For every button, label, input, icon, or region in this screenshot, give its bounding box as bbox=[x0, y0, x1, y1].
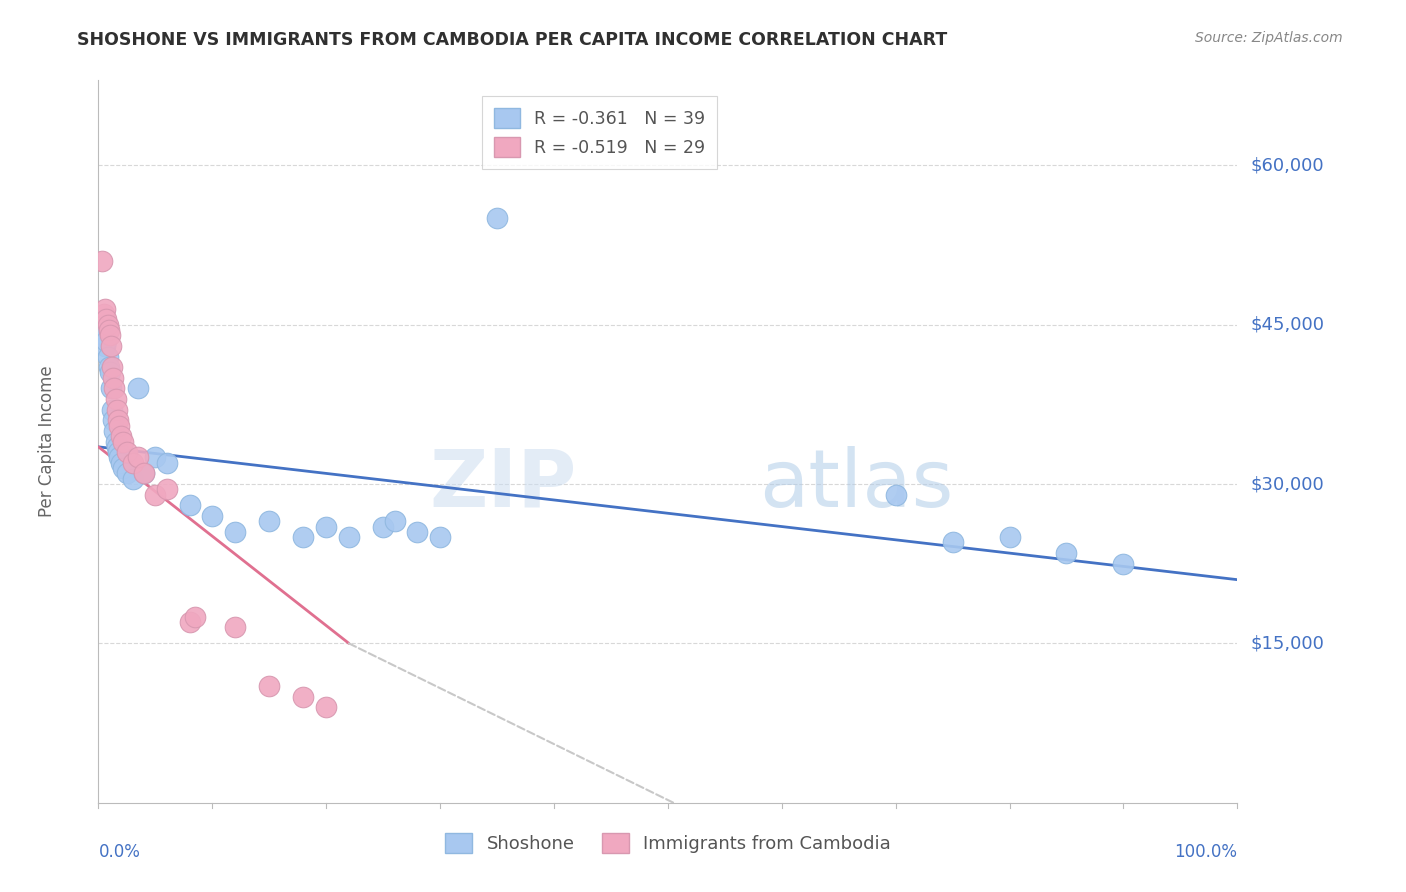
Point bbox=[104, 434, 127, 449]
Point bbox=[108, 418, 131, 433]
Point bbox=[486, 211, 509, 226]
Point bbox=[112, 461, 135, 475]
Point bbox=[93, 307, 115, 321]
Point bbox=[96, 312, 118, 326]
Point bbox=[259, 514, 281, 528]
Point bbox=[1054, 546, 1078, 560]
Point bbox=[884, 488, 907, 502]
Point bbox=[127, 450, 149, 465]
Point bbox=[121, 456, 143, 470]
Point bbox=[115, 467, 138, 481]
Point bbox=[97, 360, 120, 375]
Point bbox=[112, 434, 135, 449]
Point bbox=[98, 366, 121, 380]
Point bbox=[97, 323, 120, 337]
Point bbox=[101, 402, 124, 417]
Point bbox=[371, 519, 394, 533]
Legend: Shoshone, Immigrants from Cambodia: Shoshone, Immigrants from Cambodia bbox=[436, 823, 900, 863]
Point bbox=[127, 381, 149, 395]
Point bbox=[100, 339, 122, 353]
Point bbox=[105, 440, 128, 454]
Text: Per Capita Income: Per Capita Income bbox=[38, 366, 56, 517]
Point bbox=[429, 530, 451, 544]
Point bbox=[93, 328, 115, 343]
Point bbox=[156, 483, 179, 497]
Point bbox=[292, 530, 315, 544]
Point bbox=[406, 524, 429, 539]
Point bbox=[103, 381, 125, 395]
Point bbox=[942, 535, 965, 549]
Point bbox=[156, 456, 179, 470]
Point bbox=[315, 700, 337, 714]
Point bbox=[121, 472, 143, 486]
Text: $30,000: $30,000 bbox=[1251, 475, 1324, 493]
Point bbox=[103, 413, 125, 427]
Point bbox=[96, 318, 118, 332]
Point bbox=[132, 467, 155, 481]
Point bbox=[292, 690, 315, 704]
Point bbox=[107, 445, 129, 459]
Point bbox=[98, 328, 121, 343]
Point bbox=[96, 334, 118, 348]
Point bbox=[145, 488, 167, 502]
Point bbox=[145, 450, 167, 465]
Point bbox=[259, 679, 281, 693]
Text: SHOSHONE VS IMMIGRANTS FROM CAMBODIA PER CAPITA INCOME CORRELATION CHART: SHOSHONE VS IMMIGRANTS FROM CAMBODIA PER… bbox=[77, 31, 948, 49]
Text: 100.0%: 100.0% bbox=[1174, 843, 1237, 861]
Point bbox=[107, 413, 129, 427]
Point bbox=[94, 301, 117, 316]
Point bbox=[105, 402, 128, 417]
Point bbox=[384, 514, 406, 528]
Text: $60,000: $60,000 bbox=[1251, 156, 1324, 174]
Text: $15,000: $15,000 bbox=[1251, 634, 1324, 652]
Point bbox=[315, 519, 337, 533]
Point bbox=[110, 456, 132, 470]
Point bbox=[110, 429, 132, 443]
Text: Source: ZipAtlas.com: Source: ZipAtlas.com bbox=[1195, 31, 1343, 45]
Point bbox=[94, 339, 117, 353]
Text: 0.0%: 0.0% bbox=[98, 843, 141, 861]
Point bbox=[103, 424, 125, 438]
Point bbox=[108, 450, 131, 465]
Point bbox=[337, 530, 360, 544]
Point bbox=[101, 360, 124, 375]
Point bbox=[90, 253, 112, 268]
Text: atlas: atlas bbox=[759, 446, 953, 524]
Point bbox=[998, 530, 1021, 544]
Point bbox=[104, 392, 127, 406]
Point bbox=[132, 467, 155, 481]
Point bbox=[184, 610, 207, 624]
Point bbox=[224, 620, 246, 634]
Text: $45,000: $45,000 bbox=[1251, 316, 1324, 334]
Point bbox=[96, 350, 118, 364]
Point bbox=[100, 381, 122, 395]
Text: ZIP: ZIP bbox=[429, 446, 576, 524]
Point bbox=[1112, 557, 1135, 571]
Point bbox=[201, 508, 224, 523]
Point bbox=[103, 371, 125, 385]
Point bbox=[224, 524, 246, 539]
Point bbox=[179, 615, 201, 630]
Point bbox=[115, 445, 138, 459]
Point bbox=[179, 498, 201, 512]
